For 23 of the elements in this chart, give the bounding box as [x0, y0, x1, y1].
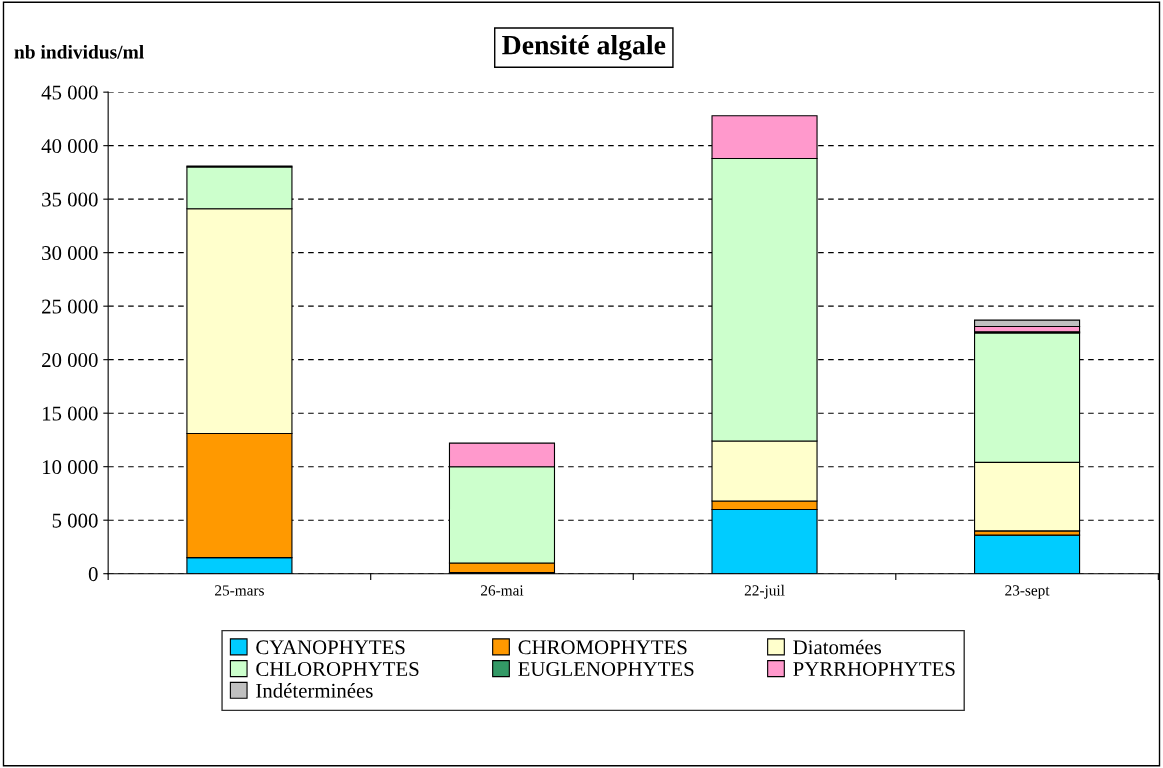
y-tick-label: 0 — [88, 567, 98, 582]
x-tick-label: 25-mars — [215, 585, 264, 596]
legend-label: CHROMOPHYTES — [518, 640, 687, 655]
y-axis-title: nb individus/ml — [14, 44, 144, 59]
x-tick-label: 23-sept — [1005, 585, 1050, 599]
legend-label: CYANOPHYTES — [256, 640, 405, 655]
x-tick-label: 22-juil — [744, 584, 785, 599]
legend-label: Diatomées — [793, 639, 881, 655]
y-tick-label: 10 000 — [42, 460, 98, 475]
y-tick-label: 30 000 — [42, 246, 98, 261]
legend-label: EUGLENOPHYTES — [518, 662, 694, 677]
y-tick-label: 15 000 — [42, 406, 98, 421]
y-tick-label: 35 000 — [42, 192, 98, 207]
y-tick-label: 5 000 — [52, 513, 98, 528]
y-tick-label: 40 000 — [41, 139, 98, 154]
x-tick-label: 26-mai — [481, 585, 524, 596]
legend-label: CHLOROPHYTES — [256, 662, 419, 677]
chart-title: Densité algale — [502, 34, 666, 61]
y-tick-label: 25 000 — [42, 299, 98, 314]
y-tick-label: 45 000 — [41, 85, 98, 100]
legend-label: Indéterminées — [256, 683, 373, 698]
legend-label: PYRRHOPHYTES — [793, 662, 955, 677]
y-tick-label: 20 000 — [42, 353, 98, 368]
